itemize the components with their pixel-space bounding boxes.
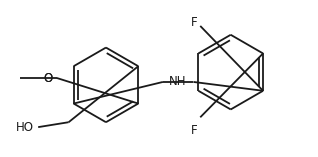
Text: F: F	[191, 124, 198, 137]
Text: O: O	[43, 71, 52, 84]
Text: HO: HO	[16, 121, 34, 134]
Text: O: O	[43, 71, 52, 84]
Text: F: F	[191, 16, 198, 30]
Text: NH: NH	[169, 75, 186, 88]
